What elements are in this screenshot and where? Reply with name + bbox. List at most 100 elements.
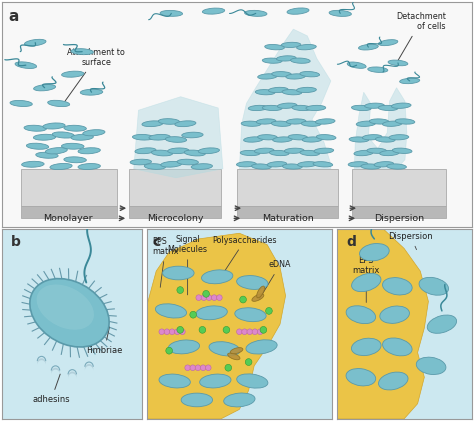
Ellipse shape [135, 148, 156, 154]
Ellipse shape [269, 150, 289, 156]
Ellipse shape [368, 67, 388, 72]
Circle shape [240, 296, 246, 303]
Text: Monolayer: Monolayer [43, 214, 93, 223]
Ellipse shape [383, 277, 412, 295]
Circle shape [242, 329, 247, 335]
Ellipse shape [240, 150, 260, 156]
Ellipse shape [361, 164, 381, 169]
Circle shape [166, 347, 173, 354]
Ellipse shape [383, 338, 412, 356]
Text: Polysaccharides: Polysaccharides [213, 236, 277, 274]
Ellipse shape [10, 101, 32, 107]
Ellipse shape [262, 105, 282, 111]
Text: EPS
matrix: EPS matrix [353, 256, 380, 302]
Circle shape [196, 295, 201, 301]
Ellipse shape [367, 148, 387, 153]
Ellipse shape [374, 162, 394, 167]
Ellipse shape [62, 71, 84, 77]
Ellipse shape [388, 60, 408, 66]
Ellipse shape [177, 159, 199, 165]
Circle shape [252, 329, 258, 335]
Ellipse shape [48, 100, 70, 107]
Ellipse shape [297, 87, 316, 93]
Ellipse shape [151, 150, 173, 156]
Ellipse shape [329, 11, 351, 16]
Ellipse shape [142, 121, 163, 127]
Polygon shape [239, 29, 331, 169]
Ellipse shape [383, 121, 402, 126]
Ellipse shape [34, 85, 55, 91]
Ellipse shape [202, 8, 225, 14]
Text: Detachment
of cells: Detachment of cells [396, 12, 446, 61]
Ellipse shape [64, 157, 86, 163]
Ellipse shape [83, 130, 105, 136]
Circle shape [164, 329, 170, 335]
Ellipse shape [182, 132, 203, 138]
Ellipse shape [175, 121, 196, 127]
Ellipse shape [349, 137, 369, 142]
Text: Microcolony: Microcolony [147, 214, 203, 223]
Ellipse shape [228, 353, 240, 360]
Ellipse shape [380, 306, 410, 323]
Ellipse shape [241, 121, 261, 126]
Ellipse shape [237, 374, 268, 388]
Ellipse shape [27, 143, 49, 149]
Ellipse shape [358, 44, 378, 50]
Circle shape [190, 311, 197, 318]
Text: Maturation: Maturation [262, 214, 314, 223]
Ellipse shape [252, 164, 271, 169]
Ellipse shape [352, 273, 381, 292]
Circle shape [206, 365, 211, 370]
Circle shape [223, 326, 230, 333]
Ellipse shape [300, 72, 319, 77]
Ellipse shape [300, 150, 319, 156]
FancyBboxPatch shape [129, 169, 220, 206]
FancyBboxPatch shape [21, 206, 118, 218]
FancyBboxPatch shape [352, 206, 446, 218]
Ellipse shape [419, 277, 448, 295]
Polygon shape [134, 97, 223, 178]
Ellipse shape [351, 338, 381, 356]
Ellipse shape [33, 134, 56, 140]
Circle shape [195, 365, 201, 370]
Text: adhesins: adhesins [33, 374, 70, 404]
Ellipse shape [244, 137, 263, 142]
Ellipse shape [62, 143, 84, 149]
Ellipse shape [224, 393, 255, 407]
FancyBboxPatch shape [352, 169, 446, 206]
Circle shape [180, 329, 185, 335]
Ellipse shape [316, 135, 336, 140]
Ellipse shape [281, 42, 301, 48]
Ellipse shape [267, 162, 287, 167]
Circle shape [190, 365, 196, 370]
Ellipse shape [235, 308, 266, 322]
Ellipse shape [201, 270, 233, 284]
Ellipse shape [347, 62, 366, 68]
Ellipse shape [277, 103, 297, 108]
FancyBboxPatch shape [237, 169, 338, 206]
Ellipse shape [130, 159, 152, 165]
Ellipse shape [255, 148, 274, 153]
Ellipse shape [346, 368, 376, 386]
Ellipse shape [286, 119, 306, 124]
Ellipse shape [191, 164, 212, 169]
Ellipse shape [200, 374, 231, 388]
Ellipse shape [272, 72, 292, 77]
Ellipse shape [158, 119, 180, 124]
Ellipse shape [144, 164, 165, 169]
Ellipse shape [237, 276, 268, 289]
Ellipse shape [387, 164, 406, 169]
Text: Attachment to
surface: Attachment to surface [65, 48, 125, 101]
Ellipse shape [71, 49, 93, 55]
Ellipse shape [245, 11, 267, 16]
Ellipse shape [392, 103, 411, 108]
Circle shape [260, 326, 267, 333]
Circle shape [211, 295, 217, 301]
Text: Fimbriae: Fimbriae [86, 327, 123, 354]
Text: Signal
Molecules: Signal Molecules [168, 235, 208, 295]
Circle shape [185, 365, 191, 370]
Ellipse shape [252, 294, 264, 301]
Ellipse shape [346, 306, 375, 324]
Ellipse shape [265, 45, 284, 50]
Ellipse shape [392, 148, 412, 153]
